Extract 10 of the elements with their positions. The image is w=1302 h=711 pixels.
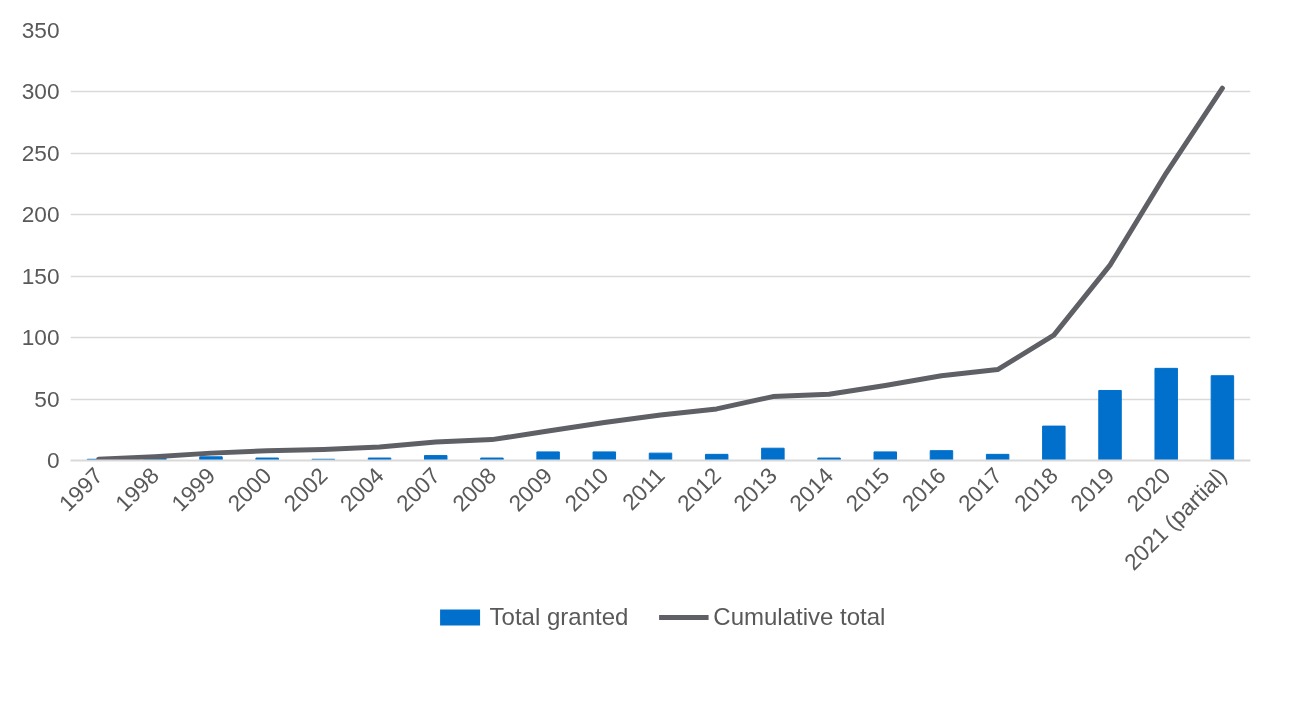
y-tick-label: 200: [21, 201, 60, 228]
y-tick-label: 0: [46, 447, 60, 473]
y-tick-label: 150: [21, 262, 60, 289]
y-tick-label: 50: [34, 385, 60, 412]
y-tick-label: 100: [21, 324, 60, 351]
y-tick-label: 350: [21, 17, 60, 43]
legend-label: Total granted: [489, 603, 629, 631]
y-tick-label: 250: [21, 139, 60, 166]
legend-label: Cumulative total: [713, 603, 886, 631]
y-tick-label: 300: [21, 78, 60, 105]
